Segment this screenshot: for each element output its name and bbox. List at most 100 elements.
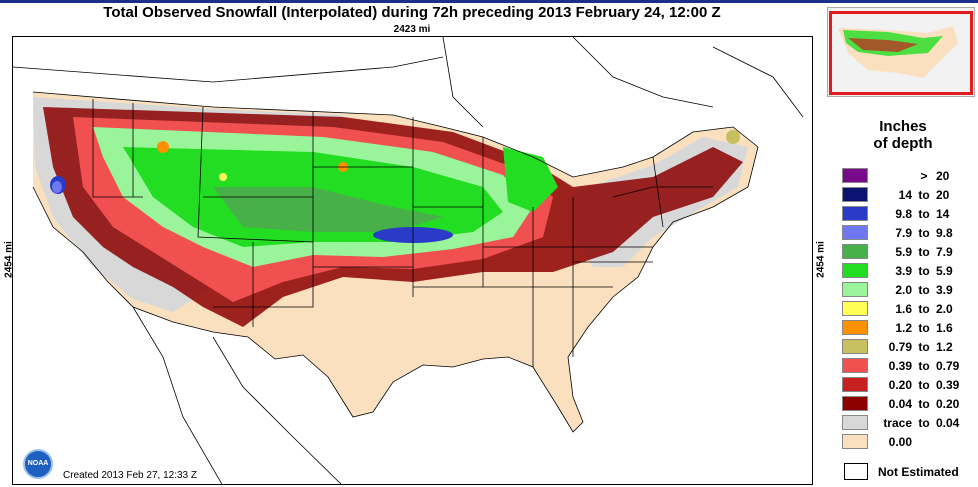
legend-swatch	[842, 168, 868, 183]
legend-range-low: 1.6	[895, 302, 912, 316]
legend-range-high: 3.9	[936, 283, 953, 297]
legend-range-low: 14	[898, 188, 912, 202]
inset-drawing	[828, 8, 974, 96]
legend-range-sep: to	[918, 207, 930, 221]
legend-range-low: 2.0	[895, 283, 912, 297]
map-drawing	[13, 37, 804, 484]
legend-swatch	[842, 358, 868, 373]
snow-6to8in	[213, 187, 443, 232]
legend-range-low: trace	[883, 416, 912, 430]
legend-row: 7.9 to 9.8	[842, 224, 977, 243]
michigan-snow	[503, 147, 558, 212]
legend-range-label: 3.9 to 5.9	[874, 264, 953, 278]
legend-row: trace to 0.04	[842, 414, 977, 433]
legend-range-low: 0.04	[888, 397, 912, 411]
yellow-spot-1	[219, 173, 227, 181]
legend-range-high: 5.9	[936, 264, 953, 278]
legend-row: 1.6 to 2.0	[842, 300, 977, 319]
legend-range-low: 0.79	[888, 340, 912, 354]
legend-swatch	[842, 377, 868, 392]
legend-swatch	[842, 434, 868, 449]
legend-title-line2: of depth	[873, 135, 933, 152]
legend-range-sep: to	[918, 264, 930, 278]
legend-title: Inches of depth	[840, 118, 966, 152]
legend-range-label: 0.00	[874, 435, 936, 449]
legend-range-low: 0.20	[888, 378, 912, 392]
boundaries	[13, 37, 804, 484]
legend-row: >20	[842, 167, 977, 186]
legend-swatch	[842, 301, 868, 316]
legend-row: 0.39 to 0.79	[842, 357, 977, 376]
legend-range-label: 14 to 20	[874, 188, 950, 202]
horizontal-scale-label: 2423 mi	[393, 24, 431, 35]
legend-range-label: 1.6 to 2.0	[874, 302, 953, 316]
legend-swatch	[842, 415, 868, 430]
legend-range-high: 20	[936, 169, 950, 183]
legend-row: 0.04 to 0.20	[842, 395, 977, 414]
legend-swatch	[842, 339, 868, 354]
legend-range-sep: to	[918, 359, 930, 373]
legend-row: 0.20 to 0.39	[842, 376, 977, 395]
legend-swatch	[842, 320, 868, 335]
legend-range-high: 0.20	[936, 397, 960, 411]
legend-row: 5.9 to 7.9	[842, 243, 977, 262]
legend-row: 14 to 20	[842, 186, 977, 205]
legend-row: 3.9 to 5.9	[842, 262, 977, 281]
legend-range-high: 0.39	[936, 378, 960, 392]
legend-swatch	[842, 396, 868, 411]
olive-spot-new-england	[726, 130, 740, 144]
snowfall-map[interactable]: NOAA Created 2013 Feb 27, 12:33 Z	[12, 36, 813, 485]
legend-swatch	[842, 187, 868, 202]
legend-range-label: 0.39 to 0.79	[874, 359, 960, 373]
not-estimated-label: Not Estimated	[878, 465, 959, 479]
legend-swatch	[842, 206, 868, 221]
legend-range-low: 0.00	[888, 435, 912, 449]
legend-range-label: trace to 0.04	[874, 416, 959, 430]
overview-inset-map[interactable]	[827, 7, 975, 97]
legend-swatch	[842, 225, 868, 240]
legend-range-low: 1.2	[895, 321, 912, 335]
legend-range-high: 7.9	[936, 245, 953, 259]
legend-swatch	[842, 244, 868, 259]
legend-range-label: 7.9 to 9.8	[874, 226, 953, 240]
legend-range-label: 1.2 to 1.6	[874, 321, 953, 335]
top-border	[0, 0, 978, 3]
legend-range-label: >20	[874, 169, 949, 183]
legend-range-high: 14	[936, 207, 950, 221]
not-estimated-swatch	[844, 463, 868, 480]
map-title: Total Observed Snowfall (Interpolated) d…	[103, 4, 721, 21]
legend-range-sep: to	[918, 188, 930, 202]
legend-range-label: 5.9 to 7.9	[874, 245, 953, 259]
legend-row: 2.0 to 3.9	[842, 281, 977, 300]
legend-range-low: 5.9	[895, 245, 912, 259]
legend-range-high: 0.79	[936, 359, 960, 373]
legend-row: 9.8 to 14	[842, 205, 977, 224]
legend-range-high: 1.6	[936, 321, 953, 335]
inset-view-frame	[829, 11, 973, 95]
legend-range-high: 1.2	[936, 340, 953, 354]
legend-range-low: 9.8	[895, 207, 912, 221]
legend-swatch	[842, 282, 868, 297]
legend-range-low: 3.9	[895, 264, 912, 278]
legend-range-label: 9.8 to 14	[874, 207, 949, 221]
legend: >20 14 to 20 9.8 to 14 7.9 to 9.8 5.9 to 7.9 3.9 to 5.9…	[842, 167, 977, 452]
legend-range-label: 2.0 to 3.9	[874, 283, 953, 297]
created-timestamp: Created 2013 Feb 27, 12:33 Z	[63, 470, 197, 481]
noaa-logo: NOAA	[23, 449, 53, 479]
legend-row: 0.79 to 1.2	[842, 338, 977, 357]
heavy-snow-sierra	[52, 181, 62, 193]
legend-range-high: 0.04	[936, 416, 960, 430]
legend-range-sep: to	[918, 226, 930, 240]
legend-row: 0.00	[842, 433, 977, 452]
legend-range-sep: to	[918, 340, 930, 354]
legend-range-high: 2.0	[936, 302, 953, 316]
legend-range-sep: to	[918, 321, 930, 335]
legend-title-line1: Inches	[879, 118, 927, 135]
legend-range-high: 9.8	[936, 226, 953, 240]
legend-swatch	[842, 263, 868, 278]
legend-range-label: 0.20 to 0.39	[874, 378, 960, 392]
vertical-scale-label-right: 2454 mi	[815, 241, 827, 278]
legend-range-high: 20	[936, 188, 950, 202]
legend-range-sep: to	[918, 283, 930, 297]
legend-range-sep: to	[918, 302, 930, 316]
